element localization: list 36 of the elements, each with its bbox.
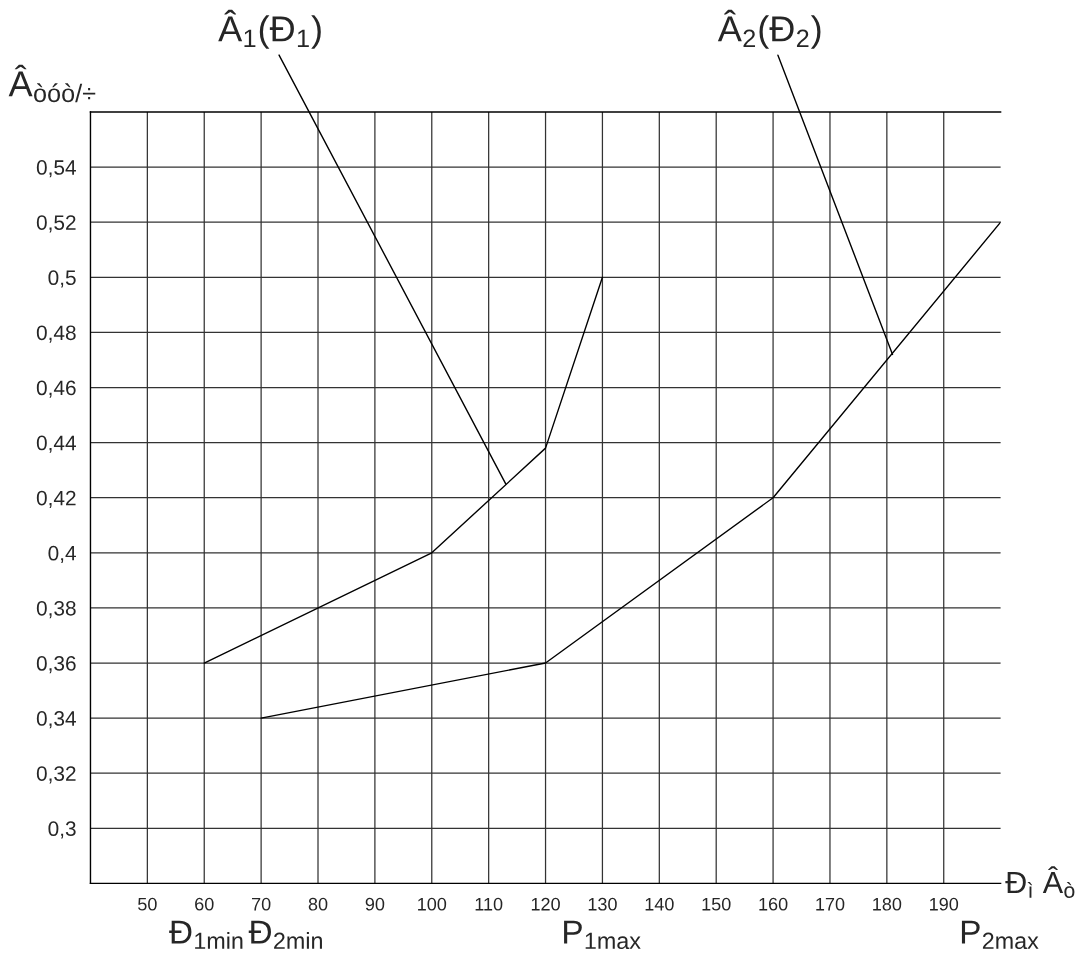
annotation: Â$_{2}$(Ð$_{2}$) <box>717 9 821 49</box>
text: P$_{1max}$ <box>564 920 641 950</box>
text: P$_{2max}$ <box>961 920 1039 950</box>
x-tick-label: 100 <box>418 897 447 911</box>
y-tick-label: 0,48 <box>36 325 76 343</box>
y-tick-label: 0,3 <box>48 821 76 839</box>
annotation: Â$_{1}$(Ð$_{1}$) <box>218 9 321 49</box>
y-axis-title: Â$_{òóò/÷}$ <box>8 64 96 103</box>
y-tick-label: 0,54 <box>36 160 76 178</box>
x-tick-label: 150 <box>702 897 731 911</box>
x-axis-title: Ð$_{ì}$ Â$_{ò}$ <box>1005 866 1075 898</box>
y-tick-label: 0,52 <box>36 215 76 233</box>
text: Ð$_{1min}$ <box>169 920 243 949</box>
x-tick-label: 50 <box>138 897 157 911</box>
y-tick-label: 0,44 <box>36 435 76 453</box>
x-tick-label: 120 <box>531 897 560 911</box>
x-tick-label: 60 <box>195 897 214 911</box>
x-tick-label: 90 <box>365 897 385 911</box>
x-tick-label: 170 <box>816 897 845 911</box>
y-tick-label: 0,36 <box>36 656 76 674</box>
x-tick-label: 70 <box>252 897 271 911</box>
y-tick-label: 0,32 <box>36 766 76 784</box>
y-tick-label: 0,4 <box>48 545 76 564</box>
x-tick-label: 190 <box>930 897 959 911</box>
x-tick-label: 160 <box>759 897 788 911</box>
x-tick-label: 130 <box>588 897 617 911</box>
x-tick-label: 110 <box>475 897 503 911</box>
x-tick-label: 180 <box>873 897 902 911</box>
y-tick-label: 0,34 <box>36 711 76 729</box>
y-tick-label: 0,46 <box>36 380 76 398</box>
x-tick-label: 140 <box>645 897 674 911</box>
y-tick-label: 0,38 <box>36 600 76 619</box>
y-tick-label: 0,42 <box>36 490 76 508</box>
x-tick-label: 80 <box>308 897 328 911</box>
text: Ð$_{2min}$ <box>248 920 322 949</box>
y-tick-label: 0,5 <box>48 270 76 288</box>
